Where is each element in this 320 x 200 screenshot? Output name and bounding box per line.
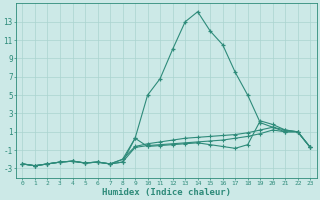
X-axis label: Humidex (Indice chaleur): Humidex (Indice chaleur) — [102, 188, 231, 197]
